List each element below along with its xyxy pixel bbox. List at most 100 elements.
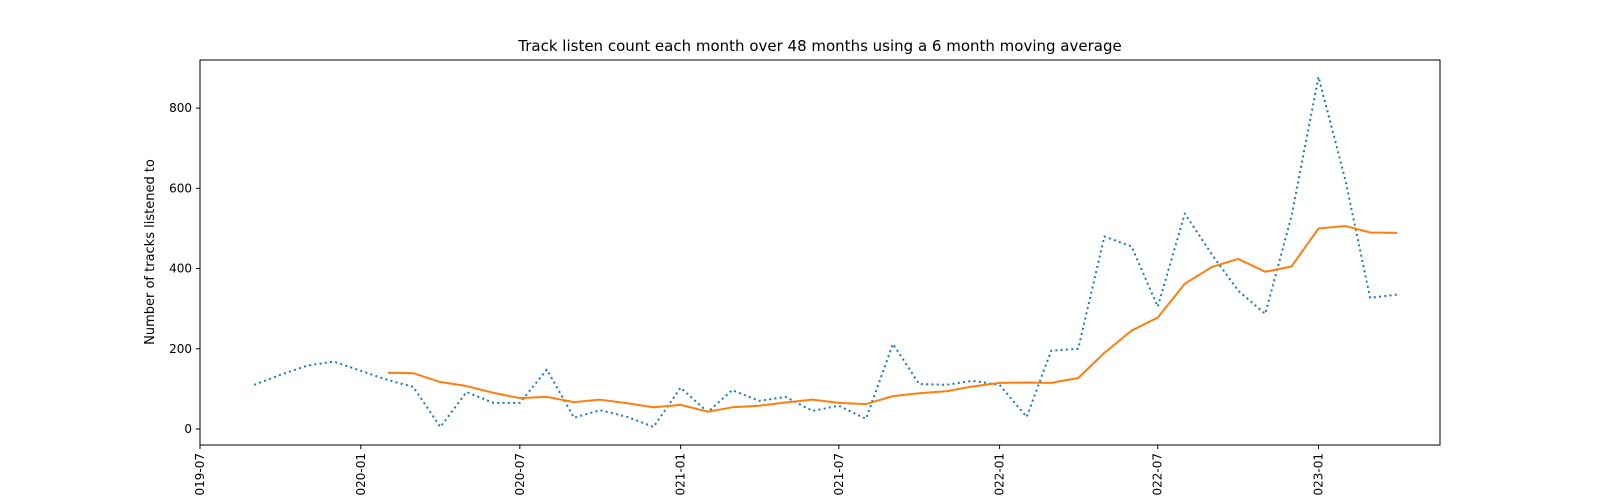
data-point-s1-34 bbox=[1155, 315, 1160, 320]
plot-layer bbox=[252, 74, 1400, 429]
data-point-s1-6 bbox=[411, 371, 416, 376]
data-point-s1-24 bbox=[890, 394, 895, 399]
y-tick-label: 200 bbox=[169, 342, 192, 356]
data-point-s0-4 bbox=[358, 368, 363, 373]
data-point-s1-32 bbox=[1102, 350, 1107, 355]
data-point-s0-11 bbox=[544, 367, 549, 372]
data-point-s0-25 bbox=[917, 382, 922, 387]
data-point-s0-35 bbox=[1182, 211, 1187, 216]
data-point-s0-26 bbox=[944, 382, 949, 387]
x-tick-label: 020-01 bbox=[354, 453, 368, 496]
data-point-s0-18 bbox=[730, 388, 735, 393]
data-point-s0-41 bbox=[1343, 179, 1348, 184]
y-tick-label: 600 bbox=[169, 181, 192, 195]
data-point-s1-31 bbox=[1076, 376, 1081, 381]
data-point-s1-8 bbox=[464, 384, 469, 389]
data-point-s1-28 bbox=[997, 380, 1002, 385]
data-point-s0-23 bbox=[863, 416, 868, 421]
series-line-0 bbox=[253, 75, 1398, 428]
data-point-s1-43 bbox=[1395, 230, 1400, 235]
data-point-s1-33 bbox=[1129, 328, 1134, 333]
y-tick-label: 400 bbox=[169, 262, 192, 276]
data-point-s0-0 bbox=[252, 382, 257, 387]
data-point-s1-18 bbox=[730, 405, 735, 410]
data-point-s1-13 bbox=[598, 397, 603, 402]
data-point-s1-16 bbox=[678, 402, 683, 407]
data-point-s0-20 bbox=[783, 394, 788, 399]
data-point-s1-12 bbox=[572, 400, 577, 405]
data-point-s0-31 bbox=[1076, 346, 1081, 351]
tick-layer: 0 200 400 600 800 019-07 020-01 020-07 021-01 021… bbox=[169, 101, 1325, 495]
data-point-s1-40 bbox=[1316, 226, 1321, 231]
data-point-s1-19 bbox=[757, 403, 762, 408]
chart-title: Track listen count each month over 48 mo… bbox=[517, 37, 1121, 55]
data-point-s1-7 bbox=[438, 380, 443, 385]
data-point-s0-5 bbox=[385, 378, 390, 383]
data-point-s1-14 bbox=[625, 401, 630, 406]
data-point-s1-38 bbox=[1263, 269, 1268, 274]
data-point-s1-20 bbox=[783, 400, 788, 405]
x-tick-label: 019-07 bbox=[193, 453, 207, 496]
y-axis-title: Number of tracks listened to bbox=[143, 159, 158, 345]
data-point-s0-13 bbox=[598, 408, 603, 413]
data-point-s0-8 bbox=[464, 390, 469, 395]
x-tick-label: 020-07 bbox=[513, 453, 527, 496]
data-point-s1-5 bbox=[385, 370, 390, 375]
data-point-s1-15 bbox=[651, 405, 656, 410]
x-tick-label: 021-01 bbox=[674, 453, 688, 496]
data-point-s0-33 bbox=[1129, 244, 1134, 249]
series-line-1 bbox=[387, 225, 1398, 413]
data-point-s0-14 bbox=[625, 414, 630, 419]
data-point-s0-9 bbox=[491, 400, 496, 405]
data-point-s0-12 bbox=[572, 415, 577, 420]
data-point-s1-11 bbox=[544, 394, 549, 399]
data-point-s0-24 bbox=[890, 341, 895, 346]
data-point-s0-16 bbox=[678, 385, 683, 390]
y-tick-label: 0 bbox=[184, 422, 192, 436]
data-point-s1-22 bbox=[836, 400, 841, 405]
data-point-s0-27 bbox=[970, 378, 975, 383]
data-point-s0-42 bbox=[1368, 295, 1373, 300]
data-point-s0-1 bbox=[278, 372, 283, 377]
data-point-s0-21 bbox=[810, 408, 815, 413]
y-tick-label: 800 bbox=[169, 101, 192, 115]
data-point-s0-15 bbox=[651, 424, 656, 429]
data-point-s1-29 bbox=[1024, 380, 1029, 385]
data-point-s0-3 bbox=[331, 359, 336, 364]
data-point-s0-36 bbox=[1209, 252, 1214, 257]
data-point-s0-30 bbox=[1049, 348, 1054, 353]
x-tick-label: 021-07 bbox=[832, 453, 846, 496]
data-point-s1-27 bbox=[970, 384, 975, 389]
data-point-s1-23 bbox=[863, 402, 868, 407]
data-point-s1-17 bbox=[705, 409, 710, 414]
data-point-s1-37 bbox=[1236, 256, 1241, 261]
data-point-s1-9 bbox=[491, 390, 496, 395]
data-point-s0-7 bbox=[438, 424, 443, 429]
data-point-s1-21 bbox=[810, 397, 815, 402]
data-point-s0-40 bbox=[1316, 74, 1321, 79]
plot-frame bbox=[199, 59, 1441, 446]
data-point-s0-39 bbox=[1289, 214, 1294, 219]
x-tick-label: 023-01 bbox=[1312, 453, 1326, 496]
data-point-s0-6 bbox=[411, 384, 416, 389]
data-point-s0-10 bbox=[517, 400, 522, 405]
data-point-s1-36 bbox=[1209, 264, 1214, 269]
data-point-s1-35 bbox=[1182, 281, 1187, 286]
data-point-s0-32 bbox=[1102, 234, 1107, 239]
data-point-s1-42 bbox=[1368, 230, 1373, 235]
data-point-s0-34 bbox=[1155, 304, 1160, 309]
data-point-s0-19 bbox=[757, 398, 762, 403]
data-point-s1-39 bbox=[1289, 264, 1294, 269]
data-point-s1-26 bbox=[944, 389, 949, 394]
x-tick-label: 022-01 bbox=[993, 453, 1007, 496]
data-point-s0-38 bbox=[1263, 311, 1268, 316]
data-point-s0-29 bbox=[1024, 414, 1029, 419]
data-point-s1-10 bbox=[517, 396, 522, 401]
data-point-s0-37 bbox=[1236, 288, 1241, 293]
data-point-s1-41 bbox=[1343, 224, 1348, 229]
data-point-s1-25 bbox=[917, 391, 922, 396]
data-point-s1-30 bbox=[1049, 380, 1054, 385]
data-point-s0-2 bbox=[305, 363, 310, 368]
